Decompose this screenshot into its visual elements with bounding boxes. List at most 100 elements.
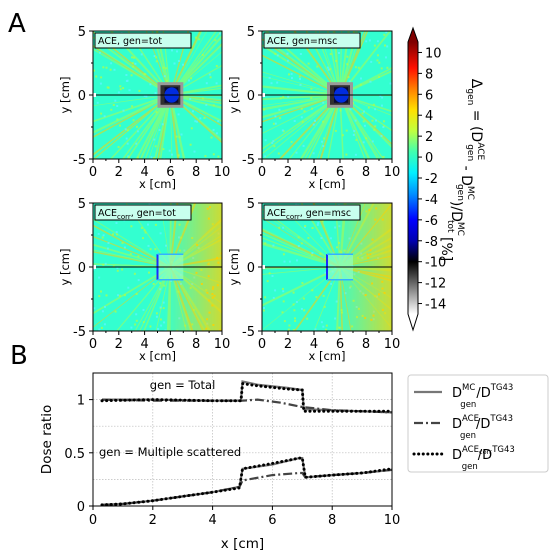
heatmap-tag-box — [94, 204, 192, 221]
heatmap-tag-text: ACE, gen=tot — [98, 36, 162, 47]
legend-box — [407, 374, 549, 473]
heatmap-tag-text: ACE, gen=msc — [267, 36, 337, 47]
x-tick-label: 4 — [310, 165, 318, 180]
line-chart-grid — [93, 373, 392, 506]
y-tick-label: 0 — [247, 261, 255, 276]
heatmap-source-marker — [93, 265, 96, 269]
heatmap-ylabel: y [cm] — [58, 249, 72, 286]
heatmap-field — [262, 203, 392, 331]
colorbar-tick-label: 6 — [425, 88, 433, 103]
y-tick-label: 0.5 — [64, 447, 85, 462]
x-tick-label: 8 — [362, 337, 370, 352]
heatmap-source-marker — [262, 93, 265, 97]
heatmap-source-marker — [93, 93, 96, 97]
legend-label: DACEcorr gen/DTG43 — [452, 445, 515, 472]
x-tick-label: 10 — [384, 165, 401, 180]
heatmap-x-ticks: 0 2 4 6 8 10 — [258, 331, 400, 352]
x-tick-label: 0 — [258, 337, 266, 352]
heatmap-tag-text: ACEcorr, gen=msc — [267, 208, 351, 221]
y-tick-label: 5 — [247, 25, 255, 40]
heatmap-field — [93, 31, 222, 159]
colorbar-tick-label: 2 — [425, 130, 433, 145]
x-tick-label: 2 — [149, 513, 157, 528]
y-tick-label: 0 — [78, 89, 86, 104]
heatmap-y-ticks: 5 0 -5 — [242, 197, 262, 340]
series-line-mc_tot — [102, 380, 393, 414]
heatmap-tag: ACE, gen=msc — [263, 32, 361, 49]
colorbar: 10 8 6 4 2 0 -2 -4 -6 -8 -10 -12 -14 Δgen = (DACEgen … — [407, 26, 485, 332]
heatmap-tag: ACE, gen=tot — [94, 32, 192, 49]
x-tick-label: 2 — [115, 165, 123, 180]
line-chart-legend: DMC gen/DTG43 DACE gen/DTG43 DACEcorr gen/DTG… — [407, 374, 549, 473]
x-tick-label: 6 — [268, 513, 276, 528]
y-tick-label: -5 — [73, 325, 86, 340]
heatmap-x-ticks: 0 2 4 6 8 10 — [258, 159, 400, 180]
heatmap-y-ticks: 5 0 -5 — [73, 197, 93, 340]
line-chart-series — [100, 380, 394, 507]
colorbar-tick-label: -14 — [425, 298, 446, 313]
colorbar-tick-label: 4 — [425, 109, 433, 124]
x-tick-label: 10 — [214, 337, 231, 352]
colorbar-extend-min — [408, 314, 418, 330]
x-tick-label: 8 — [192, 337, 200, 352]
x-tick-label: 4 — [208, 513, 216, 528]
x-tick-label: 10 — [214, 165, 231, 180]
x-tick-label: 6 — [166, 337, 174, 352]
y-tick-label: 5 — [78, 197, 86, 212]
colorbar-tick-label: -6 — [425, 214, 438, 229]
x-tick-label: 8 — [328, 513, 336, 528]
colorbar-tick-label: -10 — [425, 256, 446, 271]
line-chart-xlabel: x [cm] — [221, 536, 264, 552]
y-tick-label: -5 — [73, 153, 86, 168]
colorbar-tick-label: -8 — [425, 235, 438, 250]
y-tick-label: 1 — [77, 394, 85, 409]
colorbar-tick-label: 10 — [425, 46, 442, 61]
colorbar-tick-label: -12 — [425, 277, 446, 292]
heatmap-streaks — [262, 31, 392, 159]
heatmap-y-ticks: 5 0 -5 — [73, 25, 93, 168]
heatmap-noise — [262, 31, 392, 159]
line-chart-annotation-1: gen = Total — [150, 378, 215, 392]
heatmap-tag: ACEcorr, gen=msc — [263, 204, 361, 221]
x-tick-label: 8 — [192, 165, 200, 180]
panel-label-b: B — [10, 341, 28, 371]
x-tick-label: 2 — [115, 337, 123, 352]
line-chart-y-ticks: 00.51 — [64, 394, 93, 515]
legend-label: DACE gen/DTG43 — [452, 414, 513, 441]
y-tick-label: 0 — [247, 89, 255, 104]
series-line-acecorr_tot — [100, 381, 394, 413]
x-tick-label: 6 — [336, 165, 344, 180]
heatmap-ylabel: y [cm] — [227, 77, 241, 114]
heatmap-field — [262, 31, 392, 159]
colorbar-outline — [407, 26, 419, 332]
line-chart-x-ticks: 0 2 4 6 8 10 — [89, 506, 400, 528]
series-line-acecorr_msc — [100, 456, 394, 507]
x-tick-label: 2 — [284, 337, 292, 352]
y-tick-label: -5 — [242, 325, 255, 340]
x-tick-label: 0 — [89, 165, 97, 180]
heatmap-tag-box — [263, 32, 361, 49]
colorbar-tick-label: -2 — [425, 172, 438, 187]
heatmap-xlabel: x [cm] — [309, 177, 346, 191]
y-tick-label: -5 — [242, 153, 255, 168]
heatmap-xlabel: x [cm] — [309, 349, 346, 363]
heatmap-streaks — [93, 31, 222, 159]
y-tick-label: 0 — [77, 500, 85, 515]
y-tick-label: 5 — [78, 25, 86, 40]
colorbar-ticks: 10 8 6 4 2 0 -2 -4 -6 -8 -10 -12 -14 — [418, 46, 446, 313]
x-tick-label: 4 — [140, 337, 148, 352]
heatmap-x-ticks: 0 2 4 6 8 10 — [89, 159, 230, 180]
x-tick-label: 8 — [362, 165, 370, 180]
legend-label: DMC gen/DTG43 — [452, 383, 513, 410]
x-tick-label: 0 — [89, 337, 97, 352]
heatmap-source-marker — [262, 265, 265, 269]
heatmap-tag-text: ACEcorr, gen=tot — [98, 208, 176, 221]
heatmap-tag-box — [94, 32, 192, 49]
heatmap-ylabel: y [cm] — [227, 249, 241, 286]
line-chart-annotation-2: gen = Multiple scattered — [99, 445, 241, 459]
